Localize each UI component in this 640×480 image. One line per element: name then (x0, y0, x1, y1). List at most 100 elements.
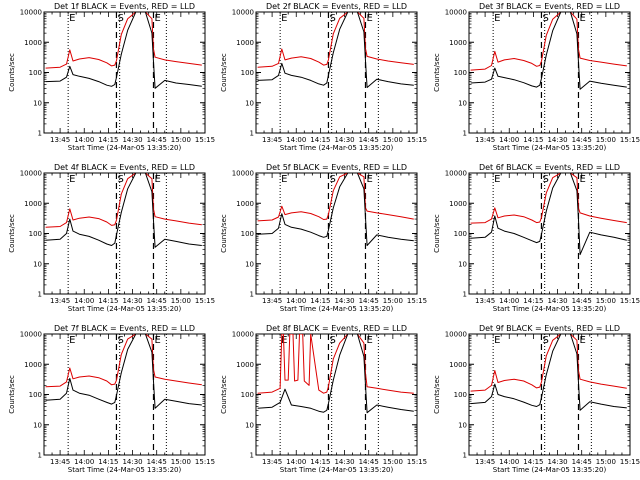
x-tick-label: 14:30 (547, 297, 567, 305)
series-events-line (470, 173, 627, 256)
y-tick-label: 10 (245, 421, 254, 429)
detector-panel: Det 1f BLACK = Events, RED = LLD 1 10 100 10… (8, 2, 215, 152)
x-tick-label: 13:45 (50, 297, 70, 305)
x-tick-label: 14:15 (310, 458, 330, 466)
y-tick-label: 1 (38, 452, 42, 460)
y-tick-label: 10000 (445, 170, 467, 178)
x-tick-label: 14:00 (286, 297, 306, 305)
series-events-line (257, 334, 414, 414)
y-tick-label: 100 (241, 69, 254, 77)
series-lld-line (470, 334, 627, 392)
x-tick-label: 15:00 (171, 458, 191, 466)
y-axis-label: Counts/sec (220, 53, 228, 92)
x-tick-label: 14:00 (286, 136, 306, 144)
x-tick-label: 15:00 (596, 297, 616, 305)
x-axis-label: Start Time (24-Mar-05 13:35:20) (280, 305, 394, 313)
detector-panel: Det 5f BLACK = Events, RED = LLD 1 10 100 10… (220, 163, 427, 313)
x-tick-label: 14:15 (98, 458, 118, 466)
x-tick-label: 13:45 (475, 136, 495, 144)
y-tick-label: 100 (29, 69, 42, 77)
series-events-line (257, 12, 414, 88)
x-tick-label: 14:00 (499, 136, 519, 144)
marker-letter: S (542, 13, 548, 24)
y-tick-label: 10000 (232, 331, 254, 339)
y-tick-label: 100 (454, 69, 467, 77)
y-tick-label: 10 (458, 260, 467, 268)
y-tick-label: 100 (29, 391, 42, 399)
x-tick-label: 14:30 (547, 136, 567, 144)
marker-letter: E (281, 13, 287, 24)
x-axis-label: Start Time (24-Mar-05 13:35:20) (493, 466, 607, 474)
y-tick-label: 10 (33, 421, 42, 429)
x-tick-label: 13:45 (475, 297, 495, 305)
marker-letter: S (117, 174, 123, 185)
x-tick-label: 15:00 (596, 458, 616, 466)
x-tick-label: 14:15 (523, 297, 543, 305)
x-tick-label: 14:45 (359, 136, 379, 144)
series-lld-line (45, 173, 202, 228)
detector-panel: Det 2f BLACK = Events, RED = LLD 1 10 100 10… (220, 2, 427, 152)
y-tick-label: 10000 (20, 9, 42, 17)
y-tick-label: 100 (241, 230, 254, 238)
marker-letter: E (69, 335, 75, 346)
detector-panel: Det 3f BLACK = Events, RED = LLD 1 10 100 10… (433, 2, 640, 152)
x-tick-label: 15:00 (171, 297, 191, 305)
y-tick-label: 1 (38, 130, 42, 138)
x-tick-label: 13:45 (475, 458, 495, 466)
marker-letter: E (494, 13, 500, 24)
chart-title: Det 1f BLACK = Events, RED = LLD (54, 2, 195, 11)
y-axis-label: Counts/sec (433, 53, 441, 92)
series-events-line (470, 334, 627, 411)
y-axis-label: Counts/sec (8, 53, 16, 92)
series-events-line (45, 334, 202, 409)
x-tick-label: 15:15 (195, 297, 215, 305)
marker-letter: E (69, 174, 75, 185)
detector-panel: Det 8f BLACK = Events, RED = LLD 1 10 100 10… (220, 324, 427, 474)
x-axis-label: Start Time (24-Mar-05 13:35:20) (280, 466, 394, 474)
x-tick-label: 15:00 (383, 136, 403, 144)
x-axis-label: Start Time (24-Mar-05 13:35:20) (68, 466, 182, 474)
x-tick-label: 14:15 (98, 297, 118, 305)
x-tick-label: 15:15 (620, 136, 640, 144)
marker-letter: S (117, 335, 123, 346)
detector-panel: Det 9f BLACK = Events, RED = LLD 1 10 100 10… (433, 324, 640, 474)
series-lld-line (257, 12, 414, 68)
y-tick-label: 100 (454, 391, 467, 399)
x-tick-label: 15:15 (407, 297, 427, 305)
x-tick-label: 14:00 (74, 297, 94, 305)
x-tick-label: 14:00 (499, 458, 519, 466)
y-axis-label: Counts/sec (220, 375, 228, 414)
x-tick-label: 14:30 (122, 297, 142, 305)
y-tick-label: 10 (458, 99, 467, 107)
x-tick-label: 14:45 (147, 297, 167, 305)
chart-title: Det 3f BLACK = Events, RED = LLD (479, 2, 620, 11)
y-tick-label: 1000 (236, 39, 254, 47)
x-axis-label: Start Time (24-Mar-05 13:35:20) (68, 305, 182, 313)
marker-letter: E (154, 335, 160, 346)
marker-letter: E (69, 13, 75, 24)
x-tick-label: 13:45 (262, 458, 282, 466)
marker-letter: S (542, 335, 548, 346)
chart-title: Det 7f BLACK = Events, RED = LLD (54, 324, 195, 333)
y-tick-label: 10 (245, 99, 254, 107)
x-tick-label: 14:45 (572, 136, 592, 144)
x-tick-label: 14:30 (547, 458, 567, 466)
x-tick-label: 14:45 (147, 136, 167, 144)
x-tick-label: 14:15 (310, 297, 330, 305)
chart-title: Det 4f BLACK = Events, RED = LLD (54, 163, 195, 172)
x-tick-label: 15:00 (171, 136, 191, 144)
x-tick-label: 13:45 (262, 136, 282, 144)
chart-title: Det 2f BLACK = Events, RED = LLD (266, 2, 407, 11)
x-tick-label: 14:30 (122, 136, 142, 144)
x-tick-label: 13:45 (262, 297, 282, 305)
y-tick-label: 10 (245, 260, 254, 268)
series-lld-line (257, 173, 414, 222)
x-tick-label: 15:15 (195, 136, 215, 144)
marker-letter: E (579, 335, 585, 346)
y-tick-label: 10 (458, 421, 467, 429)
marker-letter: E (494, 174, 500, 185)
x-tick-label: 14:00 (74, 458, 94, 466)
x-tick-label: 15:00 (383, 297, 403, 305)
marker-letter: E (366, 13, 372, 24)
y-tick-label: 1000 (449, 39, 467, 47)
